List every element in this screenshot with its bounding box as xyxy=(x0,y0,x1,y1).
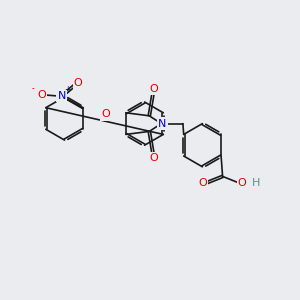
Text: O: O xyxy=(37,90,46,100)
Text: O: O xyxy=(238,178,247,188)
Text: +: + xyxy=(64,85,70,94)
Text: O: O xyxy=(101,110,110,119)
Text: O: O xyxy=(74,78,82,88)
Text: N: N xyxy=(158,118,167,129)
Text: N: N xyxy=(57,91,66,101)
Text: -: - xyxy=(32,84,34,93)
Text: O: O xyxy=(150,153,158,164)
Text: O: O xyxy=(150,84,158,94)
Text: O: O xyxy=(198,178,207,188)
Text: H: H xyxy=(251,178,260,188)
